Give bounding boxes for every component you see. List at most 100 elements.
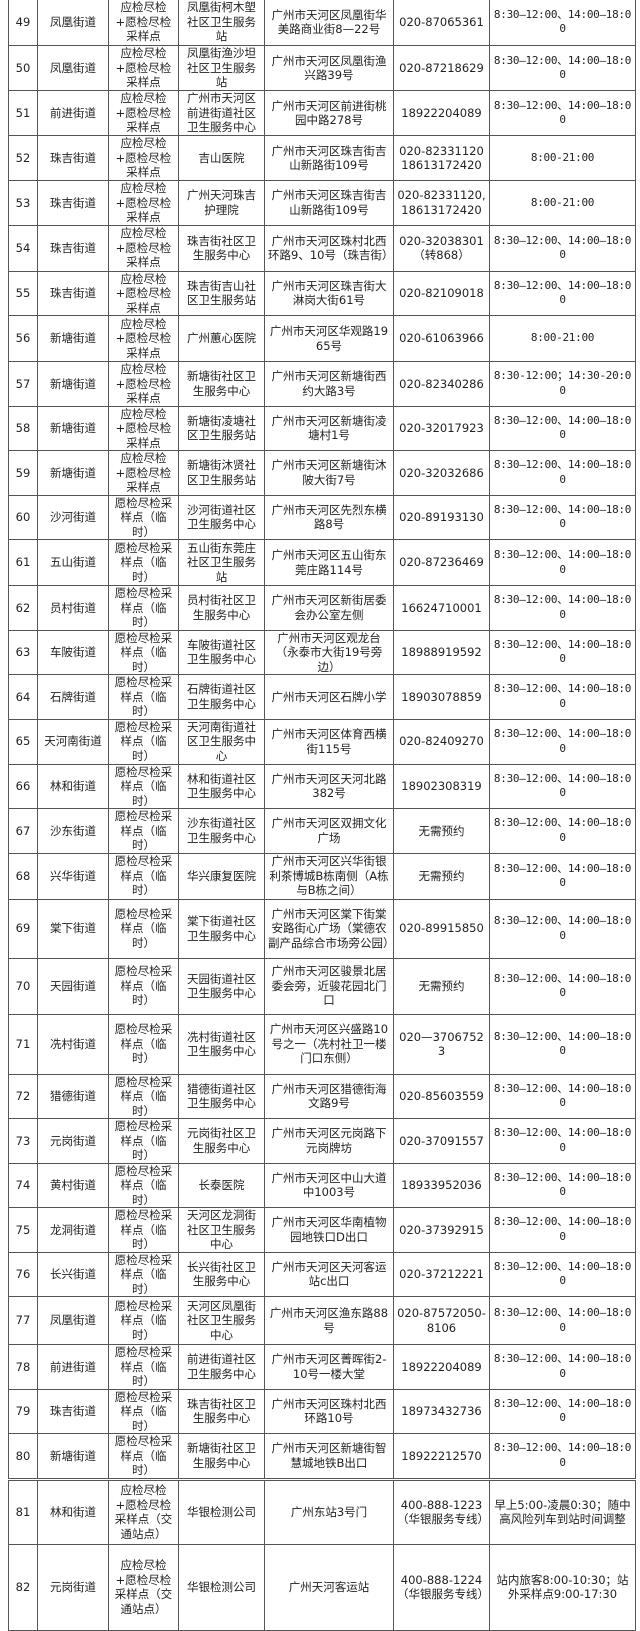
street-cell: 长兴街道 [37,1251,109,1297]
table-row: 78 前进街道 愿检尽检采样点（临时） 前进街道社区卫生服务中心 广州市天河区菁晖街2-… [8,1344,636,1390]
site-type-cell: 愿检尽检采样点（临时） [108,1073,179,1119]
row-number-cell: 75 [8,1207,38,1253]
site-name-cell: 长兴街社区卫生服务中心 [178,1251,265,1297]
table-row: 63 车陂街道 愿检尽检采样点（临时） 车陂街道社区卫生服务中心 广州市天河区观龙台（永… [8,629,636,675]
hours-cell: 8:30—12:00、14:00—18:00 [489,852,636,900]
address-cell: 广州市天河区珠吉街吉山新路街109号 [264,135,394,181]
table-row: 69 棠下街道 愿检尽检采样点（临时） 棠下街道社区卫生服务中心 广州市天河区棠下街棠安… [8,898,636,959]
street-cell: 新塘街道 [37,361,109,407]
table-row: 66 林和街道 愿检尽检采样点（临时） 林和街道社区卫生服务中心 广州市天河区天河北路3… [8,763,636,809]
table-row: 65 天河南街道 愿检尽检采样点（临时） 天河南街道社区卫生服务中心 广州市天河区体育西… [8,718,636,765]
site-type-cell: 愿检尽检采样点（临时） [108,629,179,675]
phone-cell: 020-37212221 [393,1251,490,1297]
address-cell: 广州市天河区天河客运站c出口 [264,1251,394,1297]
hours-cell: 8:30—12:00、14:00—18:00 [489,494,636,540]
street-cell: 员村街道 [37,585,109,631]
street-cell: 天园街道 [37,957,109,1015]
row-number-cell: 80 [8,1433,38,1480]
site-type-cell: 愿检尽检采样点（临时） [108,1296,179,1345]
table-row: 67 沙东街道 愿检尽检采样点（临时） 沙东街道社区卫生服务中心 广州市天河区双拥文化广… [8,808,636,854]
hours-cell: 早上5:00-凌晨0:30；随中高风险列车到站时间调整 [489,1477,636,1545]
table-row: 62 员村街道 愿检尽检采样点（临时） 员村街社区卫生服务中心 广州市天河区新街居委会办… [8,585,636,631]
street-cell: 凤凰街道 [37,1296,109,1345]
site-name-cell: 新塘街沐贤社区卫生服务站 [178,450,265,496]
site-type-cell: 愿检尽检采样点（临时） [108,1207,179,1253]
phone-cell: 400-888-1223（华银服务专线） [393,1477,490,1545]
address-cell: 广州市天河区华观路1965号 [264,315,394,362]
street-cell: 新塘街道 [37,1433,109,1480]
table-row: 49 凤凰街道 应检尽检+愿检尽检采样点 凤凰街柯木塱社区卫生服务站 广州市天河区凤凰街… [8,0,636,46]
street-cell: 沙东街道 [37,808,109,854]
row-number-cell: 58 [8,405,38,451]
site-type-cell: 应检尽检+愿检尽检采样点 [108,90,179,136]
site-name-cell: 天河南街道社区卫生服务中心 [178,718,265,765]
table-row: 70 天园街道 愿检尽检采样点（临时） 天园街道社区卫生服务中心 广州市天河区骏景北居委… [8,957,636,1015]
row-number-cell: 82 [8,1543,38,1631]
row-number-cell: 66 [8,763,38,809]
site-name-cell: 新塘街社区卫生服务中心 [178,1433,265,1480]
hours-cell: 8:30—12:00、14:00—18:00 [489,539,636,586]
hours-cell: 8:30—12:00、14:00—18:00 [489,898,636,959]
site-type-cell: 应检尽检+愿检尽检采样点 [108,0,179,46]
street-cell: 前进街道 [37,90,109,136]
site-type-cell: 应检尽检+愿检尽检采样点（交通站点） [108,1543,179,1631]
street-cell: 珠吉街道 [37,180,109,226]
street-cell: 天河南街道 [37,718,109,765]
row-number-cell: 70 [8,957,38,1015]
site-type-cell: 应检尽检+愿检尽检采样点 [108,224,179,272]
hours-cell: 8:00-21:00 [489,315,636,362]
row-number-cell: 60 [8,494,38,540]
site-name-cell: 石牌街道社区卫生服务中心 [178,674,265,720]
site-name-cell: 珠吉街社区卫生服务中心 [178,224,265,272]
row-number-cell: 64 [8,674,38,720]
site-type-cell: 愿检尽检采样点（临时） [108,1118,179,1164]
phone-cell: 020-89193130 [393,494,490,540]
site-name-cell: 天园街道社区卫生服务中心 [178,957,265,1015]
address-cell: 广州市天河区天河北路382号 [264,763,394,809]
site-name-cell: 猎德街道社区卫生服务中心 [178,1073,265,1119]
street-cell: 五山街道 [37,539,109,586]
site-name-cell: 棠下街道社区卫生服务中心 [178,898,265,959]
hours-cell: 8:30—12:00、14:00—18:00 [489,405,636,451]
phone-cell: 020-32032686 [393,450,490,496]
phone-cell: 020-87236469 [393,539,490,586]
site-name-cell: 沙东街道社区卫生服务中心 [178,808,265,854]
hours-cell: 8:30—12:00、14:00—18:00 [489,1344,636,1390]
site-type-cell: 应检尽检+愿检尽检采样点（交通站点） [108,1477,179,1545]
hours-cell: 8:30—12:00、14:00—18:00 [489,808,636,854]
phone-cell: 18922204089 [393,1344,490,1390]
table-row: 55 珠吉街道 应检尽检+愿检尽检采样点 珠吉街吉山社区卫生服务站 广州市天河区珠吉街大… [8,270,636,316]
hours-cell: 8:30—12:00、14:00—18:00 [489,674,636,720]
site-name-cell: 沙河街道社区卫生服务中心 [178,494,265,540]
site-name-cell: 广州天河珠吉护理院 [178,180,265,226]
row-number-cell: 71 [8,1013,38,1075]
table-row: 61 五山街道 愿检尽检采样点（临时） 五山街东莞庄社区卫生服务站 广州市天河区五山街东… [8,539,636,586]
address-cell: 广州市天河区新塘街凌塘村1号 [264,405,394,451]
site-type-cell: 应检尽检+愿检尽检采样点 [108,315,179,362]
site-name-cell: 冼村街道社区卫生服务中心 [178,1013,265,1075]
street-cell: 棠下街道 [37,898,109,959]
street-cell: 林和街道 [37,1477,109,1545]
hours-cell: 站内旅客8:00-10:30；站外采样点9:00-17:30 [489,1543,636,1631]
site-name-cell: 五山街东莞庄社区卫生服务站 [178,539,265,586]
site-type-cell: 愿检尽检采样点（临时） [108,1251,179,1297]
site-type-cell: 愿检尽检采样点（临时） [108,585,179,631]
phone-cell: 16624710001 [393,585,490,631]
hours-cell: 8:30—12:00、14:00—18:00 [489,1073,636,1119]
street-cell: 车陂街道 [37,629,109,675]
table-row: 64 石牌街道 愿检尽检采样点（临时） 石牌街道社区卫生服务中心 广州市天河区石牌小学 1… [8,674,636,720]
site-type-cell: 应检尽检+愿检尽检采样点 [108,135,179,181]
site-type-cell: 应检尽检+愿检尽检采样点 [108,405,179,451]
street-cell: 龙洞街道 [37,1207,109,1253]
table-row: 52 珠吉街道 应检尽检+愿检尽检采样点 吉山医院 广州市天河区珠吉街吉山新路街109号… [8,135,636,181]
address-cell: 广州市天河区珠吉街大淋岗大街61号 [264,270,394,316]
site-type-cell: 应检尽检+愿检尽检采样点 [108,45,179,91]
row-number-cell: 73 [8,1118,38,1164]
site-name-cell: 林和街道社区卫生服务中心 [178,763,265,809]
site-type-cell: 应检尽检+愿检尽检采样点 [108,361,179,407]
street-cell: 元岗街道 [37,1118,109,1164]
street-cell: 沙河街道 [37,494,109,540]
phone-cell: 无需预约 [393,808,490,854]
table-row: 68 兴华街道 愿检尽检采样点（临时） 华兴康复医院 广州市天河区兴华街银利茶博城B栋南… [8,852,636,900]
address-cell: 广州市天河区五山街东莞庄路114号 [264,539,394,586]
